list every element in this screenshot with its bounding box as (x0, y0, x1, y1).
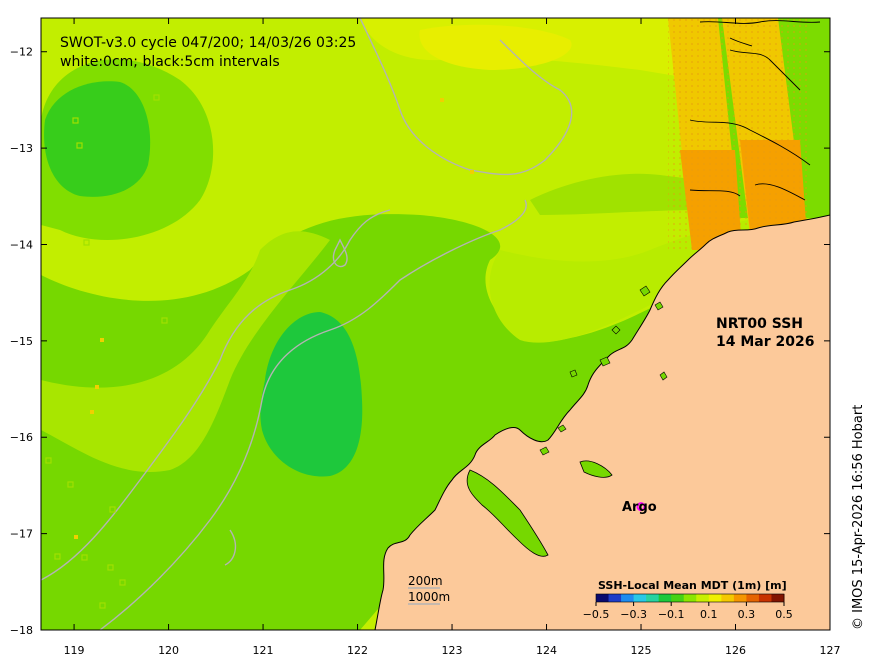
x-tick-label: 119 (64, 644, 85, 657)
colorbar-swatch (758, 594, 772, 602)
argo-float[interactable]: Argo (622, 500, 657, 515)
colorbar-swatch (683, 594, 697, 602)
colorbar-swatch (608, 594, 622, 602)
bay-inlet (579, 460, 613, 478)
obs-markers-warm (74, 98, 474, 539)
colorbar-tick-label: −0.5 (583, 608, 610, 621)
ssh-contour-yellow-core (419, 24, 572, 70)
y-tick-label: −17 (10, 528, 33, 541)
isobath-deep-label: 1000m (408, 590, 450, 604)
ssh-eddy-northwest-outer (41, 59, 214, 240)
coastline (374, 214, 830, 630)
x-axis: 119 120 121 122 123 124 125 126 127 (64, 18, 841, 657)
plot-frame (40, 17, 831, 631)
colorbar-swatch (746, 594, 760, 602)
colorbar-swatch (733, 594, 747, 602)
swot-texture (668, 18, 808, 250)
colorbar-swatch (621, 594, 635, 602)
x-tick-label: 125 (631, 644, 652, 657)
x-tick-label: 122 (347, 644, 368, 657)
coastal-islands (539, 285, 668, 456)
ssh-contour-light-east2 (530, 173, 700, 215)
ssh-contour-light-band (41, 231, 330, 472)
isobath-lines (41, 18, 573, 630)
colorbar-tick-label: −0.1 (658, 608, 685, 621)
colorbar-swatch (721, 594, 735, 602)
x-tick-label: 127 (820, 644, 841, 657)
product-name: NRT00 SSH (716, 316, 803, 332)
title-line-1: SWOT-v3.0 cycle 047/200; 14/03/26 03:25 (60, 35, 356, 51)
isobath-200m (359, 18, 573, 176)
ssh-eddy-central (260, 312, 363, 477)
land-australia (375, 215, 830, 630)
argo-float-marker[interactable] (636, 502, 646, 512)
colorbar-swatch (633, 594, 647, 602)
x-tick-label: 121 (253, 644, 274, 657)
y-tick-label: −12 (10, 46, 33, 59)
product-date: 14 Mar 2026 (716, 334, 814, 350)
isobath-legend: 200m 1000m (408, 574, 450, 605)
swot-contours (689, 20, 821, 201)
title-line-2: white:0cm; black:5cm intervals (60, 54, 280, 70)
x-tick-label: 120 (158, 644, 179, 657)
colorbar-ticks: −0.5 −0.3 −0.1 0.1 0.3 0.5 (583, 602, 793, 621)
colorbar-swatch (596, 594, 610, 602)
credit-text: © IMOS 15-Apr-2026 16:56 Hobart (851, 405, 866, 630)
argo-label: Argo (622, 500, 657, 515)
y-tick-label: −15 (10, 335, 33, 348)
colorbar-swatch (708, 594, 722, 602)
colorbar: SSH-Local Mean MDT (1m) [m] −0.5 −0.3 −0.1… (583, 579, 793, 621)
colorbar-tick-label: 0.3 (738, 608, 756, 621)
colorbar-swatch (771, 594, 785, 602)
colorbar-swatches (595, 593, 785, 603)
colorbar-tick-label: 0.1 (700, 608, 718, 621)
colorbar-swatch (646, 594, 660, 602)
colorbar-swatch (658, 594, 672, 602)
colorbar-tick-label: 0.5 (775, 608, 793, 621)
y-tick-label: −16 (10, 431, 33, 444)
colorbar-tick-label: −0.3 (620, 608, 647, 621)
plot-area (41, 18, 830, 630)
y-tick-label: −18 (10, 624, 33, 637)
colorbar-title: SSH-Local Mean MDT (1m) [m] (598, 579, 787, 592)
colorbar-swatch (696, 594, 710, 602)
colorbar-frame (595, 593, 785, 603)
y-tick-label: −13 (10, 142, 33, 155)
colorbar-swatch (671, 594, 685, 602)
y-tick-label: −14 (10, 238, 33, 251)
king-sound-inlet (466, 469, 549, 557)
y-axis: −12 −13 −14 −15 −16 −17 −18 (10, 46, 830, 637)
x-tick-label: 124 (536, 644, 557, 657)
isobath-shallow-label: 200m (408, 574, 443, 588)
x-tick-label: 123 (442, 644, 463, 657)
x-tick-label: 126 (725, 644, 746, 657)
obs-markers (45, 94, 168, 609)
isobath-1000m (99, 199, 527, 630)
